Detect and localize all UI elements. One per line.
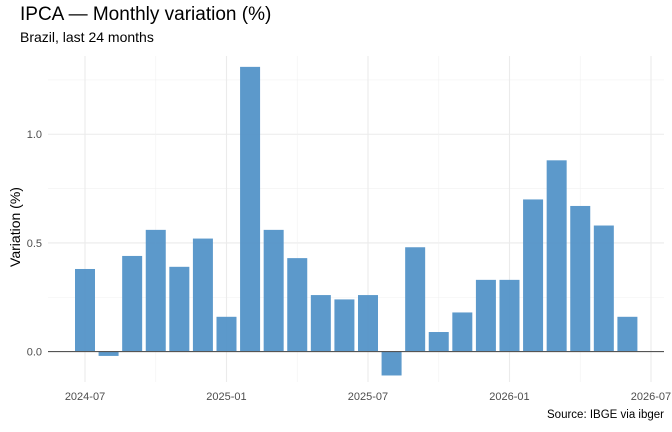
bar — [287, 258, 308, 352]
bar — [570, 205, 591, 352]
bar — [169, 266, 190, 352]
chart-title: IPCA — Monthly variation (%) — [20, 4, 272, 25]
chart-caption: Source: IBGE via ibger — [547, 409, 664, 421]
bar — [475, 279, 496, 352]
bar — [98, 351, 119, 356]
x-tick-label: 2026-07 — [631, 391, 671, 403]
bar — [310, 295, 331, 352]
bar — [381, 351, 402, 376]
y-tick-label: 0.0 — [27, 347, 42, 359]
x-tick-label: 2025-07 — [348, 391, 388, 403]
bar — [546, 160, 567, 352]
y-tick-label: 0.5 — [27, 238, 42, 250]
bar — [263, 229, 284, 352]
bar — [240, 66, 261, 352]
x-tick-label: 2025-01 — [206, 391, 246, 403]
bars — [75, 66, 638, 376]
bar — [428, 332, 449, 352]
bar — [617, 316, 638, 352]
chart-subtitle: Brazil, last 24 months — [20, 29, 154, 45]
bar — [216, 316, 237, 352]
bar — [122, 255, 143, 352]
bar — [499, 279, 520, 352]
bar — [405, 247, 426, 352]
bar — [452, 312, 473, 352]
bar — [145, 229, 166, 352]
bar — [334, 299, 355, 352]
x-tick-label: 2024-07 — [65, 391, 105, 403]
x-tick-label: 2026-01 — [489, 391, 529, 403]
y-tick-label: 1.0 — [27, 129, 42, 141]
y-axis-label: Variation (%) — [7, 187, 23, 267]
bar — [523, 199, 544, 352]
bar — [593, 225, 614, 352]
bar — [192, 238, 213, 352]
axes: 0.0 0.5 1.0 2024-07 2025-01 2025-07 2026-01 202… — [27, 129, 671, 403]
bar — [75, 268, 95, 352]
bar — [357, 295, 378, 352]
